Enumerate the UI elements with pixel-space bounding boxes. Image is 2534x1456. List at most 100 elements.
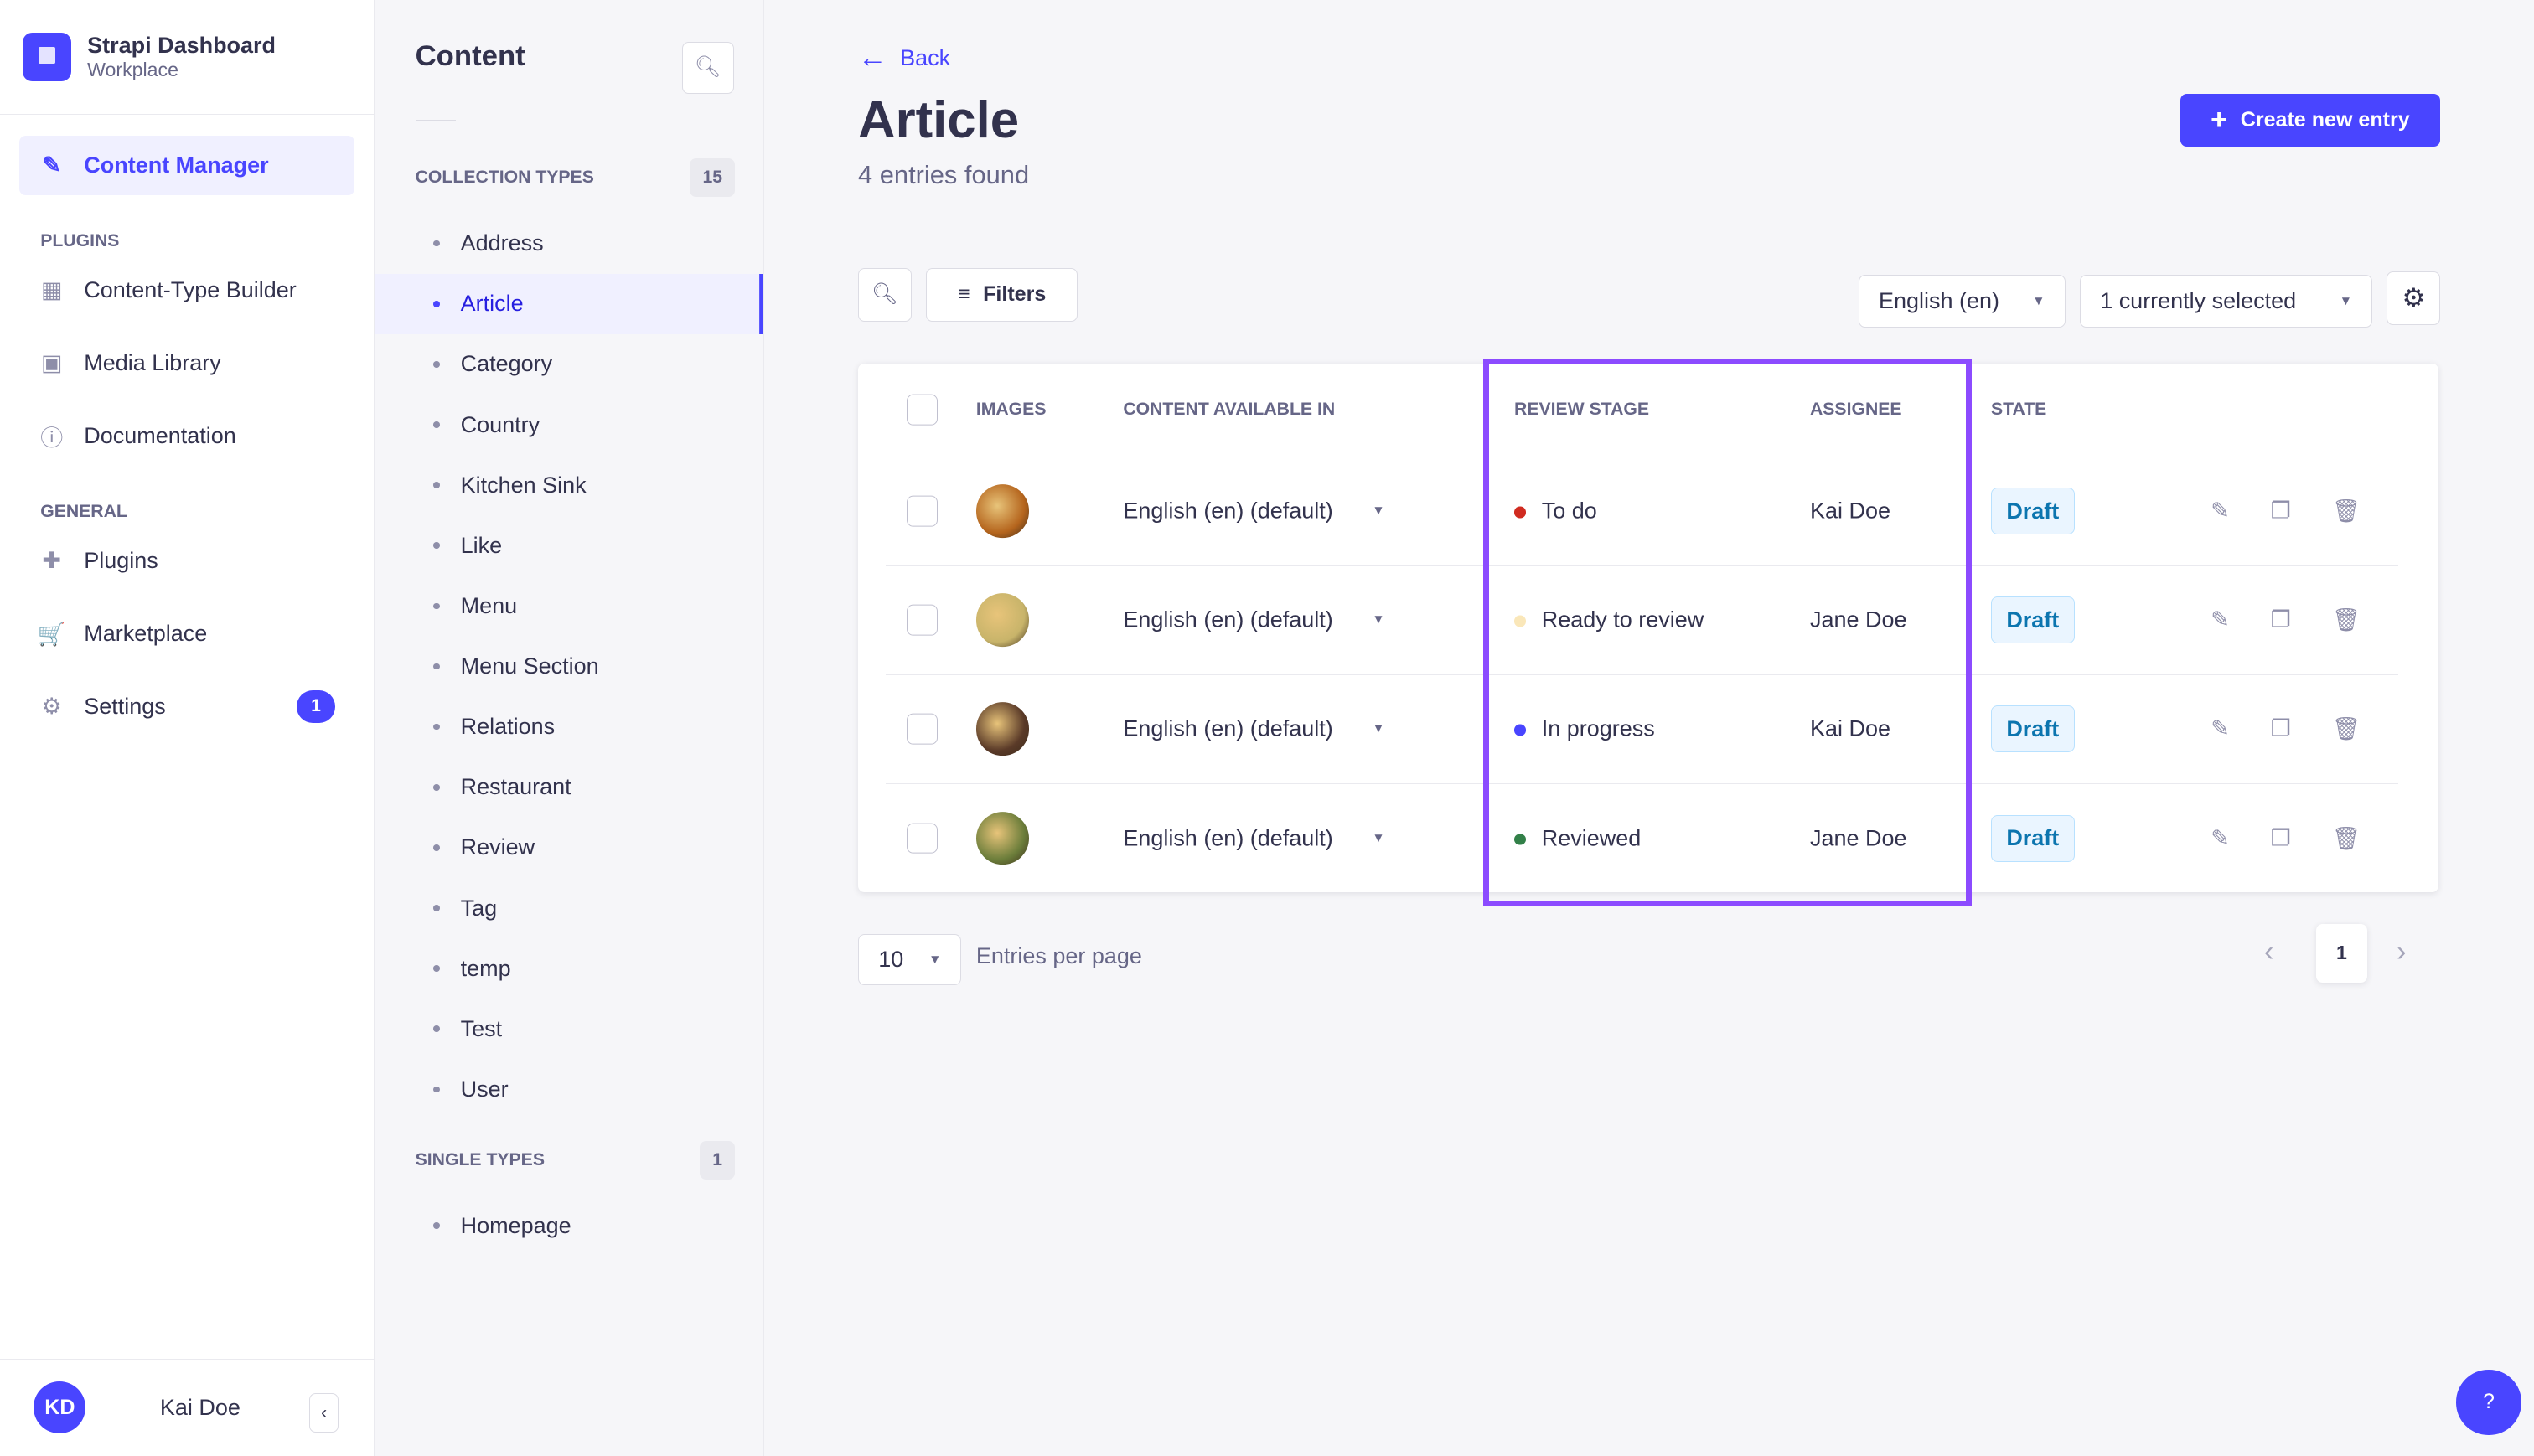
settings-button[interactable]: ⚙: [2387, 271, 2441, 325]
single-types-list: Homepage: [375, 1195, 763, 1256]
select-all-checkbox[interactable]: [906, 395, 938, 426]
edit-icon[interactable]: ✎: [2211, 715, 2230, 741]
header-assignee[interactable]: ASSIGNEE: [1809, 400, 1902, 420]
collection-type-country[interactable]: Country: [375, 395, 763, 455]
row-checkbox[interactable]: [906, 604, 938, 636]
item-label: Like: [460, 532, 503, 558]
duplicate-icon[interactable]: ❐: [2270, 607, 2291, 632]
collection-type-address[interactable]: Address: [375, 214, 763, 274]
nav-marketplace[interactable]: 🛒 Marketplace: [19, 604, 354, 663]
entries-count: 4 entries found: [858, 159, 1030, 189]
collection-type-review[interactable]: Review: [375, 818, 763, 878]
stage-label: To do: [1541, 498, 1597, 524]
user-footer: KD Kai Doe ‹: [0, 1358, 375, 1456]
button-label: Filters: [983, 282, 1047, 307]
page-1-button[interactable]: 1: [2315, 924, 2368, 983]
single-type-homepage[interactable]: Homepage: [375, 1195, 763, 1256]
nav-label: Marketplace: [84, 621, 208, 647]
row-checkbox[interactable]: [906, 823, 938, 854]
plus-icon: +: [2211, 104, 2228, 137]
trash-icon[interactable]: 🗑︎: [2331, 607, 2361, 633]
item-label: Article: [460, 291, 524, 317]
user-name: Kai Doe: [159, 1394, 240, 1420]
nav-label: Media Library: [84, 350, 221, 376]
button-label: Create new entry: [2240, 108, 2410, 132]
row-checkbox[interactable]: [906, 495, 938, 527]
collection-type-category[interactable]: Category: [375, 334, 763, 395]
filters-button[interactable]: ≡ Filters: [926, 268, 1078, 322]
highlight-box: [1483, 359, 1972, 906]
nav-settings[interactable]: ⚙ Settings 1: [19, 677, 354, 736]
edit-icon[interactable]: ✎: [2211, 607, 2230, 632]
per-page-select[interactable]: 10 ▼: [858, 933, 962, 986]
assignee-cell: Kai Doe: [1809, 498, 1890, 524]
subnav-title: Content: [415, 40, 525, 73]
search-button[interactable]: 🔍︎: [858, 268, 912, 322]
prev-page-icon[interactable]: ‹: [2263, 935, 2274, 968]
item-label: Homepage: [460, 1212, 571, 1238]
collection-type-kitchen-sink[interactable]: Kitchen Sink: [375, 455, 763, 515]
nav-content-manager[interactable]: ✎ Content Manager: [19, 135, 355, 196]
help-button[interactable]: ?: [2456, 1370, 2521, 1435]
create-entry-button[interactable]: + Create new entry: [2180, 93, 2441, 147]
avatar[interactable]: KD: [34, 1381, 86, 1434]
collection-type-test[interactable]: Test: [375, 999, 763, 1059]
stage-label: Reviewed: [1541, 825, 1642, 851]
subnav-search-button[interactable]: 🔍︎: [681, 42, 734, 94]
header-images[interactable]: IMAGES: [975, 400, 1047, 420]
collection-type-tag[interactable]: Tag: [375, 878, 763, 938]
trash-icon[interactable]: 🗑︎: [2331, 825, 2361, 851]
duplicate-icon[interactable]: ❐: [2270, 825, 2291, 851]
collection-type-like[interactable]: Like: [375, 515, 763, 576]
table-row[interactable]: English (en) (default) ▼ Ready to review…: [885, 566, 2398, 675]
nav-plugins[interactable]: ✚ Plugins: [19, 531, 354, 591]
search-icon: 🔍︎: [694, 55, 721, 80]
stage-dot: [1514, 506, 1526, 519]
locale-select[interactable]: English (en) ▼: [1858, 274, 2066, 328]
nav-documentation[interactable]: ⓘ Documentation: [19, 406, 354, 466]
heading-label: SINGLE TYPES: [415, 1149, 545, 1169]
select-value: English (en): [1878, 288, 1999, 314]
collection-type-article[interactable]: Article: [375, 273, 763, 334]
page-title: Article: [858, 90, 1020, 149]
caret-down-icon[interactable]: ▼: [1372, 612, 1385, 627]
collection-types-heading: COLLECTION TYPES 15: [416, 157, 736, 198]
trash-icon[interactable]: 🗑︎: [2331, 716, 2361, 742]
nav-content-type-builder[interactable]: ▦ Content-Type Builder: [19, 261, 354, 320]
header-review-stage[interactable]: REVIEW STAGE: [1514, 400, 1650, 420]
columns-select[interactable]: 1 currently selected ▼: [2080, 274, 2373, 328]
edit-icon[interactable]: ✎: [2211, 825, 2230, 851]
plugins-heading: PLUGINS: [40, 230, 120, 250]
caret-down-icon[interactable]: ▼: [1372, 830, 1385, 845]
table-row[interactable]: English (en) (default) ▼ To do Kai Doe D…: [885, 457, 2398, 566]
header-content-available-in[interactable]: CONTENT AVAILABLE IN: [1123, 400, 1336, 420]
duplicate-icon[interactable]: ❐: [2270, 715, 2291, 741]
stage-dot: [1514, 834, 1526, 845]
item-label: Address: [460, 230, 544, 256]
table-row[interactable]: English (en) (default) ▼ Reviewed Jane D…: [886, 784, 2398, 893]
caret-down-icon[interactable]: ▼: [1372, 503, 1385, 519]
collection-type-user[interactable]: User: [375, 1059, 763, 1119]
edit-icon[interactable]: ✎: [2211, 498, 2230, 524]
arrow-left-icon: ←: [858, 42, 887, 75]
collection-type-menu-section[interactable]: Menu Section: [375, 636, 763, 696]
back-link[interactable]: ← Back: [858, 42, 950, 75]
collapse-nav-button[interactable]: ‹: [309, 1393, 339, 1433]
next-page-icon[interactable]: ›: [2397, 935, 2407, 968]
stage-label: In progress: [1541, 715, 1655, 741]
status-badge: Draft: [1990, 596, 2075, 644]
app-title: Strapi Dashboard: [87, 32, 277, 58]
collection-type-relations[interactable]: Relations: [375, 697, 763, 757]
trash-icon[interactable]: 🗑︎: [2331, 498, 2361, 524]
collection-type-restaurant[interactable]: Restaurant: [375, 757, 763, 818]
nav-media-library[interactable]: ▣ Media Library: [19, 333, 354, 393]
header-state[interactable]: STATE: [1990, 400, 2047, 420]
collection-type-temp[interactable]: temp: [375, 938, 763, 999]
duplicate-icon[interactable]: ❐: [2270, 498, 2291, 524]
table-row[interactable]: English (en) (default) ▼ In progress Kai…: [885, 675, 2398, 784]
row-checkbox[interactable]: [906, 713, 938, 745]
select-value: 1 currently selected: [2100, 288, 2297, 314]
collection-type-menu[interactable]: Menu: [375, 576, 763, 636]
caret-down-icon[interactable]: ▼: [1372, 721, 1385, 736]
caret-down-icon: ▼: [2032, 293, 2045, 308]
